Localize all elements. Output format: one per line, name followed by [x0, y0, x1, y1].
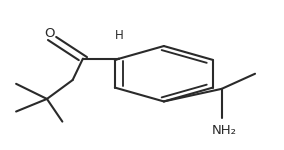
Text: O: O [44, 27, 55, 40]
Text: H: H [114, 29, 123, 42]
Text: NH₂: NH₂ [212, 124, 237, 137]
